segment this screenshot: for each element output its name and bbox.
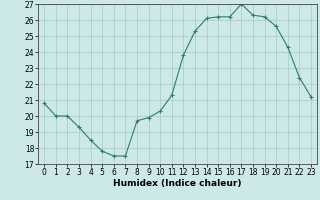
X-axis label: Humidex (Indice chaleur): Humidex (Indice chaleur)	[113, 179, 242, 188]
